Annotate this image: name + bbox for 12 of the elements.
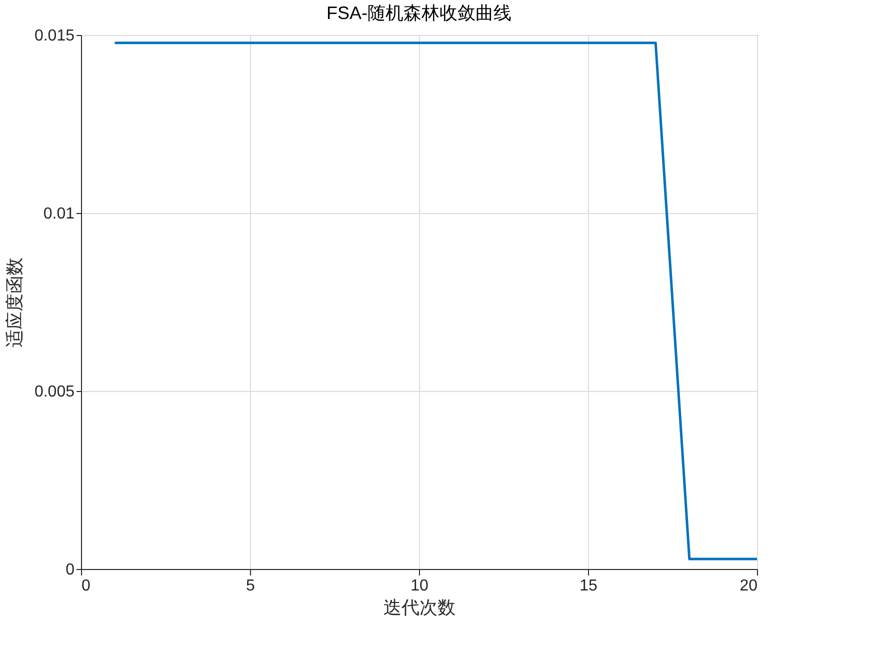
x-tick-label: 15	[580, 578, 598, 594]
x-tick-label: 20	[740, 578, 758, 594]
y-tick-label: 0	[66, 562, 75, 578]
x-tick-label: 10	[410, 578, 428, 594]
y-tick-label: 0.015	[34, 28, 75, 44]
y-axis-title: 适应度函数	[4, 258, 24, 348]
x-tick-label: 5	[246, 578, 256, 594]
x-tick-label: 0	[82, 578, 90, 594]
y-tick-label: 0.005	[34, 384, 75, 400]
y-tick-label: 0.01	[43, 206, 75, 222]
x-axis-title: 迭代次数	[384, 598, 456, 618]
chart-title: FSA-随机森林收敛曲线	[326, 3, 512, 23]
